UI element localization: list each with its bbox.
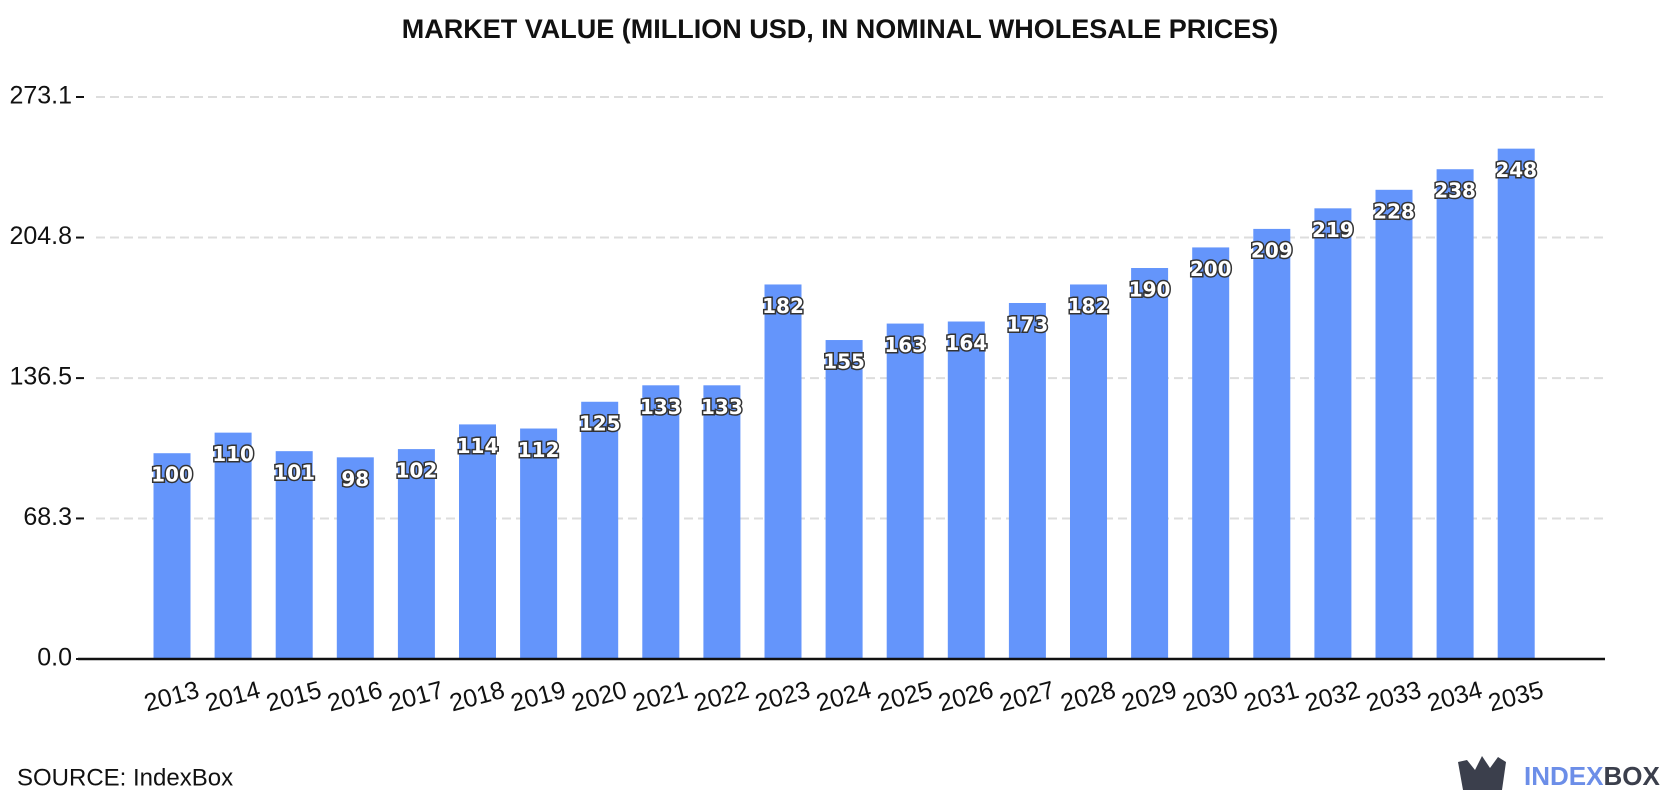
x-tick-label: 2022 — [691, 676, 752, 717]
data-label: 164 — [945, 331, 987, 355]
y-tick-label: 204.8 — [9, 222, 72, 250]
x-tick-label: 2034 — [1424, 676, 1485, 717]
y-tick-label: 136.5 — [9, 363, 72, 391]
x-tick-label: 2029 — [1119, 676, 1180, 717]
x-tick-label: 2023 — [752, 676, 813, 717]
bar — [1497, 148, 1535, 659]
bar — [1070, 284, 1107, 659]
bar — [153, 453, 191, 659]
x-tick-label: 2021 — [630, 676, 691, 717]
bar — [886, 323, 924, 659]
x-tick-label: 2014 — [202, 676, 263, 717]
x-tick-label: 2027 — [997, 676, 1058, 717]
y-tick-label: 68.3 — [23, 503, 72, 531]
data-label: 101 — [273, 461, 315, 485]
x-tick-label: 2013 — [141, 676, 202, 717]
x-tick-label: 2018 — [447, 676, 508, 717]
bar — [1253, 228, 1291, 660]
logo-part: BOX — [1603, 761, 1660, 791]
data-label: 98 — [341, 467, 369, 491]
logo: INDEXBOX — [1458, 756, 1660, 791]
x-tick-label: 2031 — [1241, 676, 1302, 717]
data-label: 182 — [762, 294, 804, 318]
bar — [1008, 302, 1046, 659]
x-tick-label: 2025 — [874, 676, 935, 717]
data-label: 133 — [701, 395, 743, 419]
bar — [336, 457, 374, 659]
bar — [1314, 208, 1352, 660]
bar — [947, 321, 985, 659]
bar — [520, 428, 558, 659]
bar — [1192, 247, 1230, 660]
bar — [1131, 268, 1169, 659]
data-label: 209 — [1251, 238, 1293, 262]
logo-icon — [1458, 756, 1506, 790]
x-tick-label: 2033 — [1363, 676, 1424, 717]
data-label: 155 — [823, 350, 865, 374]
data-label: 102 — [396, 459, 438, 483]
bar — [581, 401, 619, 659]
data-label: 219 — [1312, 218, 1354, 242]
chart-title: MARKET VALUE (MILLION USD, IN NOMINAL WH… — [402, 14, 1279, 44]
data-label: 112 — [518, 438, 560, 462]
bar — [825, 340, 863, 659]
logo-text: INDEXBOX — [1524, 761, 1660, 791]
data-label: 114 — [457, 434, 499, 458]
x-tick-label: 2017 — [386, 676, 447, 717]
data-label: 182 — [1068, 294, 1110, 318]
x-tick-label: 2035 — [1485, 676, 1546, 717]
bar — [642, 385, 680, 659]
x-tick-label: 2026 — [935, 676, 996, 717]
bar — [764, 284, 802, 659]
bar — [1436, 169, 1474, 659]
bar — [275, 451, 313, 659]
bar — [1375, 189, 1413, 659]
data-label: 173 — [1007, 312, 1049, 336]
x-tick-label: 2032 — [1302, 676, 1363, 717]
y-tick-label: 0.0 — [37, 644, 72, 672]
source: SOURCE: IndexBox — [17, 764, 233, 791]
x-tick-label: 2015 — [263, 676, 324, 717]
data-label: 190 — [1129, 278, 1171, 302]
x-tick-label: 2016 — [324, 676, 385, 717]
data-label: 200 — [1190, 257, 1232, 281]
bar — [703, 385, 741, 659]
x-tick-label: 2030 — [1180, 676, 1241, 717]
x-tick-label: 2019 — [508, 676, 569, 717]
x-tick-label: 2020 — [569, 676, 630, 717]
data-label: 133 — [640, 395, 682, 419]
bar — [214, 432, 252, 659]
data-label: 238 — [1434, 179, 1476, 203]
data-label: 125 — [579, 411, 621, 435]
x-tick-label: 2028 — [1058, 676, 1119, 717]
x-tick-label: 2024 — [813, 676, 874, 717]
bar — [397, 449, 435, 659]
logo-part: INDEX — [1524, 761, 1604, 791]
data-label: 248 — [1495, 158, 1537, 182]
data-label: 100 — [151, 463, 193, 487]
y-tick-label: 273.1 — [9, 82, 72, 110]
data-label: 163 — [884, 333, 926, 357]
bar — [459, 424, 496, 659]
data-label: 228 — [1373, 199, 1415, 223]
data-label: 110 — [212, 442, 254, 466]
